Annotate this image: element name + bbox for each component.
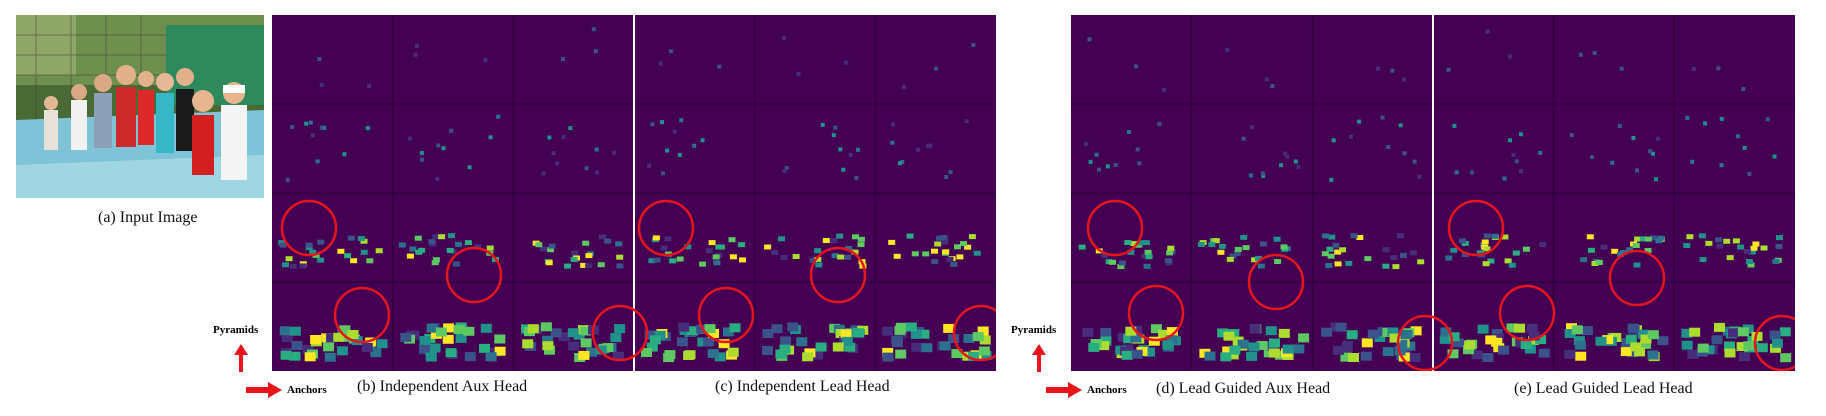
heatmap-group-lead-guided bbox=[1071, 15, 1811, 372]
anchors-label: Anchors bbox=[287, 384, 327, 396]
pyramids-label-2: Pyramids bbox=[1011, 324, 1057, 336]
anchors-label-2: Anchors bbox=[1087, 384, 1127, 396]
caption-independent-aux-head: (b) Independent Aux Head bbox=[357, 378, 528, 395]
caption-lead-guided-aux-head: (d) Lead Guided Aux Head bbox=[1156, 380, 1331, 397]
caption-lead-guided-lead-head: (e) Lead Guided Lead Head bbox=[1514, 380, 1693, 397]
up-arrow-icon-2 bbox=[1032, 344, 1046, 372]
right-arrow-icon bbox=[246, 382, 282, 398]
right-arrow-icon-2 bbox=[1046, 382, 1082, 398]
caption-independent-lead-head: (c) Independent Lead Head bbox=[715, 378, 890, 395]
up-arrow-icon bbox=[234, 344, 248, 372]
pyramids-label: Pyramids bbox=[213, 324, 259, 336]
input-image bbox=[16, 15, 264, 198]
caption-input-image: (a) Input Image bbox=[98, 209, 198, 226]
heatmap-group-independent bbox=[272, 15, 1010, 371]
